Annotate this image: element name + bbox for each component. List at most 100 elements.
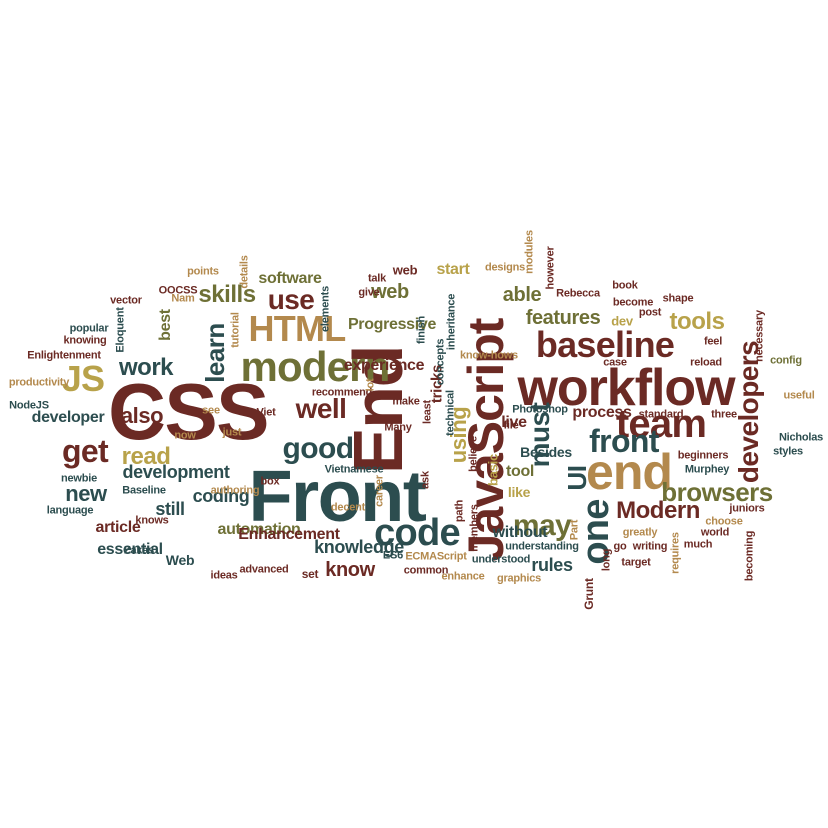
cloud-word: process	[572, 404, 632, 421]
cloud-word: decent	[330, 501, 366, 514]
cloud-word: modern	[240, 343, 391, 390]
cloud-word: finish	[415, 315, 428, 345]
cloud-word: popular	[69, 322, 109, 335]
cloud-word: know-hows	[460, 349, 518, 362]
cloud-word: tutorial	[229, 312, 242, 348]
cloud-word: lot	[364, 378, 377, 392]
cloud-word: standard	[638, 408, 684, 421]
cloud-word: able	[502, 284, 542, 306]
cloud-word: writing	[632, 540, 668, 553]
cloud-word: believe	[467, 436, 480, 472]
cloud-word: knowing	[63, 334, 107, 347]
cloud-word: path	[453, 499, 466, 523]
cloud-word: useful	[783, 389, 815, 402]
cloud-word: Zakas	[123, 544, 155, 557]
cloud-word: give	[358, 286, 380, 299]
cloud-word: productivity	[8, 376, 70, 389]
cloud-word: ideas	[210, 569, 238, 582]
cloud-word: see	[202, 404, 220, 417]
cloud-word: Progressive	[347, 316, 437, 333]
cloud-word: inheritance	[445, 293, 458, 351]
cloud-word: post	[638, 306, 662, 319]
cloud-word: however	[544, 246, 557, 290]
cloud-word: Grunt	[582, 578, 596, 610]
cloud-word: automation	[217, 521, 301, 538]
cloud-word: article	[95, 519, 141, 536]
cloud-word: world	[700, 526, 730, 539]
cloud-word: least	[421, 400, 434, 424]
cloud-word: developers	[733, 340, 764, 484]
cloud-word: Nicholas	[778, 431, 824, 444]
cloud-word: file	[503, 419, 519, 432]
cloud-word: details	[238, 255, 251, 289]
cloud-word: Vietnamese	[324, 463, 384, 476]
cloud-word: box	[260, 475, 280, 488]
cloud-word: beginners	[677, 449, 729, 462]
cloud-word: new	[65, 481, 107, 506]
cloud-word: Modern	[616, 497, 700, 524]
cloud-word: juniors	[729, 502, 765, 515]
cloud-word: use	[267, 284, 315, 315]
cloud-word: workflow	[517, 359, 735, 417]
cloud-word: basic	[485, 454, 501, 486]
cloud-word: Photoshop	[512, 403, 568, 416]
cloud-word: developer	[31, 409, 105, 426]
cloud-word: target	[621, 556, 651, 569]
cloud-word: live	[501, 414, 527, 431]
cloud-word: newbie	[61, 472, 97, 485]
cloud-word: three	[711, 408, 737, 421]
cloud-word: now	[174, 429, 196, 442]
cloud-word: understanding	[505, 540, 579, 553]
cloud-word: greatly	[622, 526, 658, 539]
cloud-word: Nam	[171, 292, 195, 305]
cloud-word: without	[492, 524, 548, 541]
cloud-word: end	[586, 444, 673, 500]
cloud-word: enhance	[441, 570, 485, 583]
cloud-word: UI	[562, 465, 592, 491]
cloud-word: shape	[662, 292, 694, 305]
cloud-word: members	[468, 504, 481, 552]
cloud-word: web	[392, 262, 418, 278]
cloud-word: dev	[611, 313, 633, 329]
cloud-word: experience	[343, 357, 425, 374]
cloud-word: much	[683, 538, 713, 551]
cloud-word: get	[61, 433, 109, 469]
cloud-word: career	[373, 475, 386, 507]
cloud-word: development	[122, 462, 230, 482]
cloud-word: code	[374, 512, 460, 554]
cloud-word: skills	[198, 281, 256, 308]
cloud-word: just	[222, 426, 242, 439]
cloud-word: may	[512, 509, 572, 542]
cloud-word: set	[301, 567, 319, 581]
cloud-word: Front	[248, 457, 427, 537]
cloud-word: recommend	[311, 386, 373, 399]
cloud-word: team	[615, 402, 707, 446]
cloud-word: vector	[110, 294, 142, 307]
cloud-word: ES6	[382, 549, 404, 562]
cloud-word: reload	[690, 356, 722, 369]
cloud-word: baseline	[535, 324, 675, 365]
cloud-word: tool	[505, 463, 535, 480]
cloud-word: choose	[705, 515, 743, 528]
cloud-word: knows	[135, 514, 169, 527]
cloud-word: browsers	[661, 477, 773, 507]
cloud-word: becoming	[743, 530, 756, 582]
cloud-word: essential	[97, 541, 163, 558]
cloud-word: read	[121, 443, 171, 470]
cloud-word: make	[392, 395, 420, 408]
cloud-word: Eloquent	[114, 307, 127, 353]
cloud-word: designs	[484, 261, 526, 274]
cloud-word: points	[187, 265, 219, 278]
cloud-word: start	[436, 261, 470, 278]
cloud-word: long	[600, 548, 613, 572]
cloud-word: JS	[61, 358, 105, 399]
cloud-word: understood	[471, 553, 531, 566]
cloud-word: Web	[165, 552, 195, 568]
cloud-word: NodeJS	[9, 399, 49, 412]
cloud-word: necessary	[753, 310, 766, 362]
cloud-word: OOCSS	[158, 284, 198, 297]
cloud-word: language	[46, 504, 94, 517]
cloud-word: elements	[319, 286, 332, 332]
cloud-word: tools	[669, 308, 725, 335]
